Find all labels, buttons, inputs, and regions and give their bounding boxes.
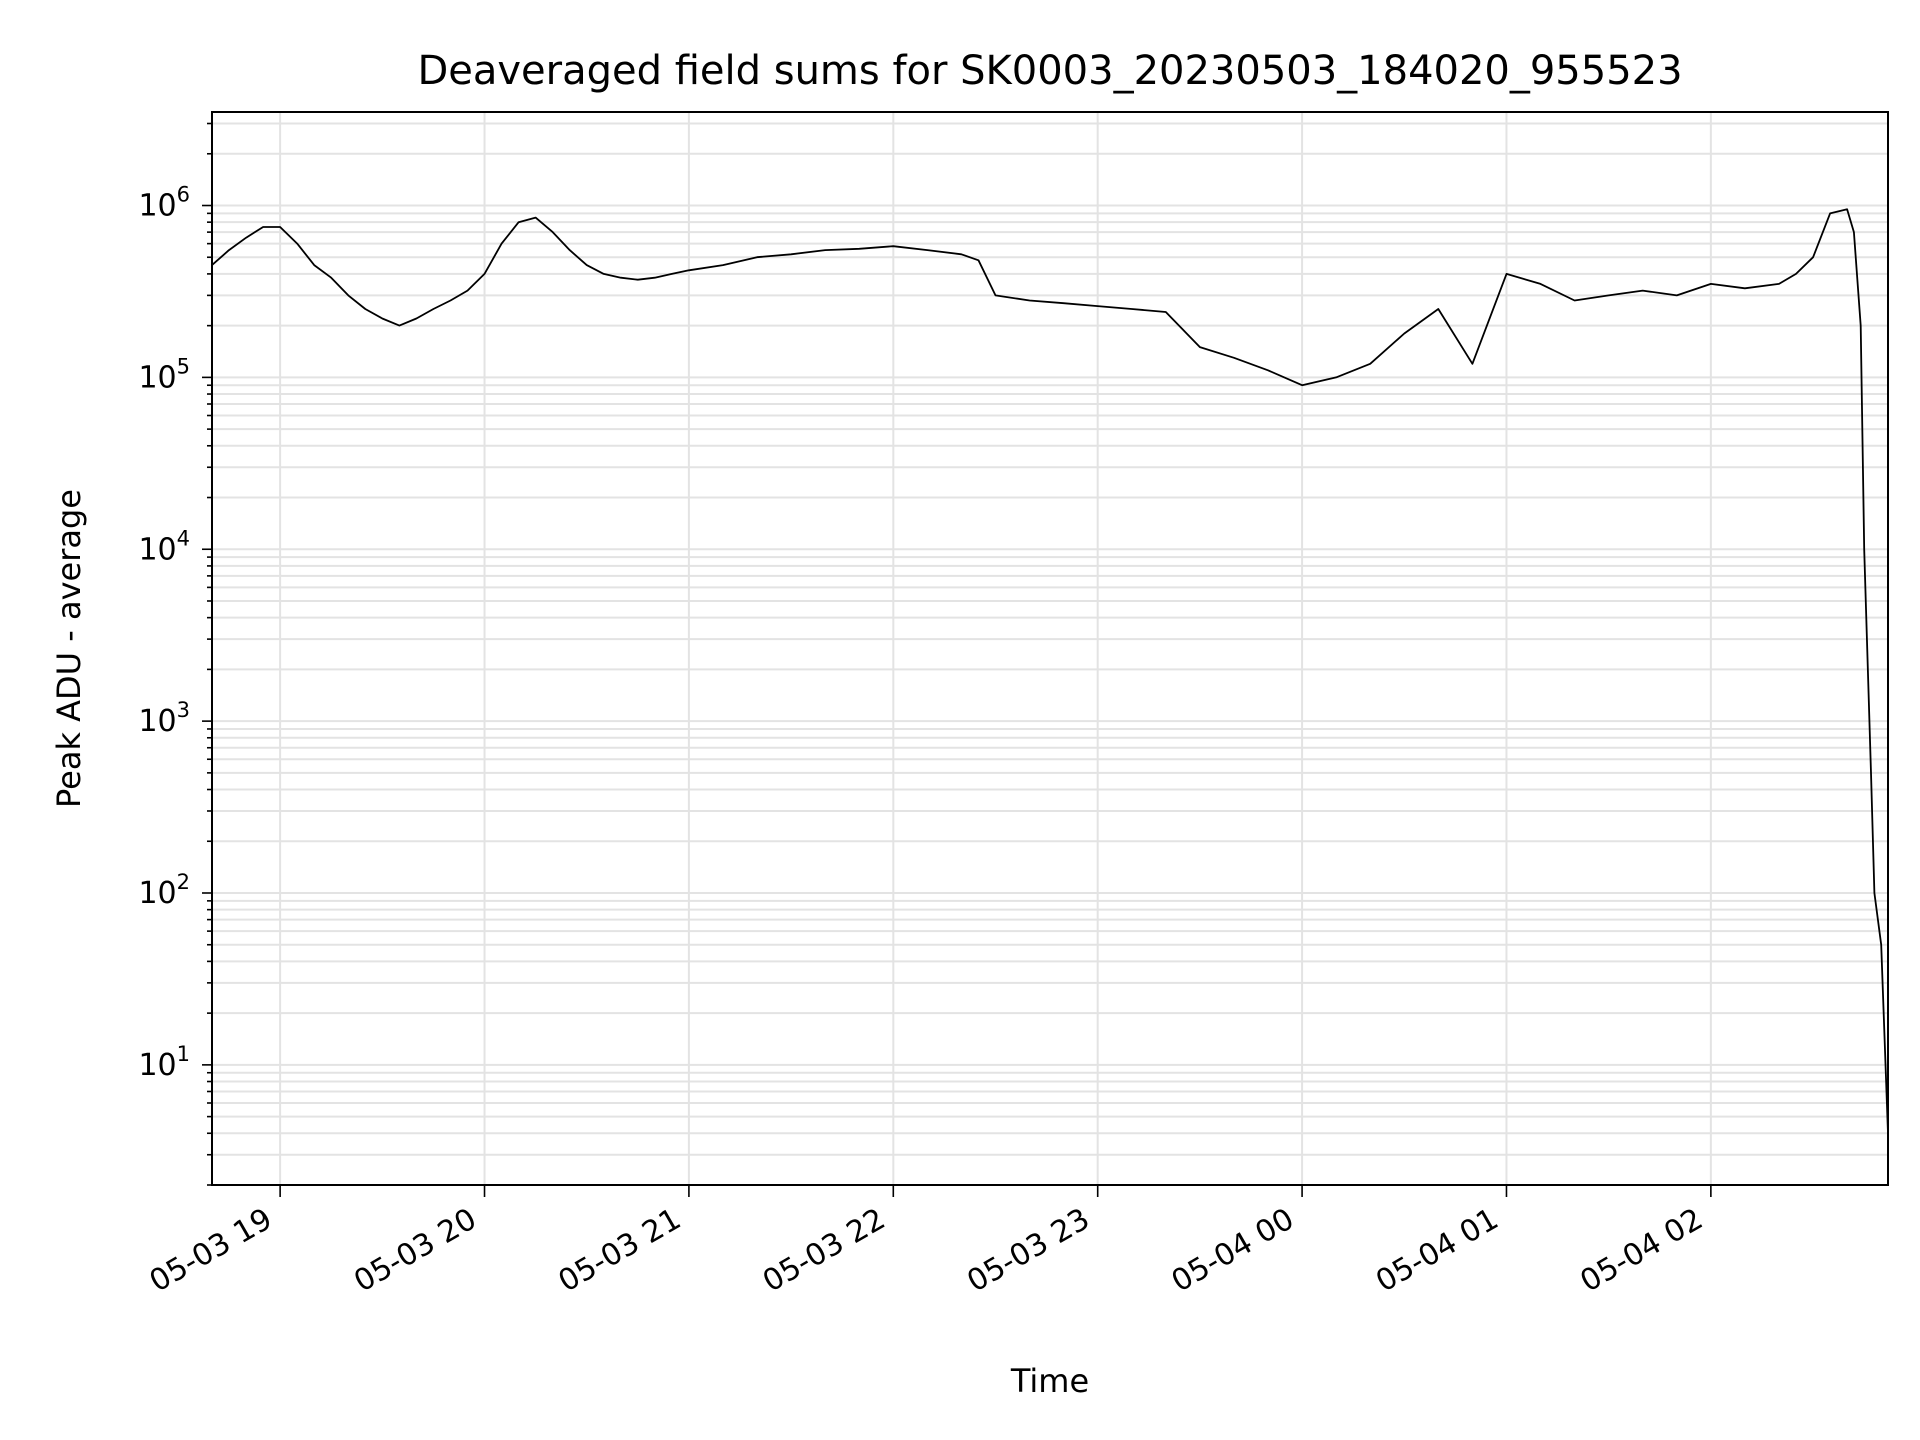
plot-frame (211, 111, 1889, 1186)
chart-title: Deaveraged field sums for SK0003_2023050… (417, 48, 1682, 94)
y-tick-label: 101 (138, 1042, 190, 1083)
y-tick-label: 105 (138, 354, 190, 395)
x-axis-label: Time (1010, 1362, 1089, 1400)
x-tick-label: 05-04 01 (1370, 1202, 1504, 1300)
y-gridlines (212, 122, 1888, 1186)
x-tick-label: 05-03 22 (757, 1202, 891, 1300)
y-axis: 101 102 103 104 105 106 (138, 122, 212, 1186)
x-tick-label: 05-03 20 (348, 1202, 482, 1300)
y-tick-label: 102 (138, 870, 190, 911)
y-axis-label: Peak ADU - average (50, 489, 88, 808)
x-tick-label: 05-03 23 (961, 1202, 1095, 1300)
x-tick-label: 05-04 02 (1575, 1202, 1709, 1300)
x-gridlines (279, 112, 1712, 1185)
y-tick-label: 104 (138, 526, 190, 567)
x-tick-label: 05-03 21 (553, 1202, 687, 1300)
series-layer (211, 208, 1889, 1134)
y-tick-label: 106 (138, 183, 190, 224)
y-tick-label: 103 (138, 698, 190, 739)
series-line (211, 208, 1889, 1134)
x-tick-label: 05-04 00 (1166, 1202, 1300, 1300)
x-tick-label: 05-03 19 (144, 1202, 278, 1300)
x-axis: 05-03 19 05-03 20 05-03 21 05-03 22 05-03 23… (144, 1185, 1712, 1300)
